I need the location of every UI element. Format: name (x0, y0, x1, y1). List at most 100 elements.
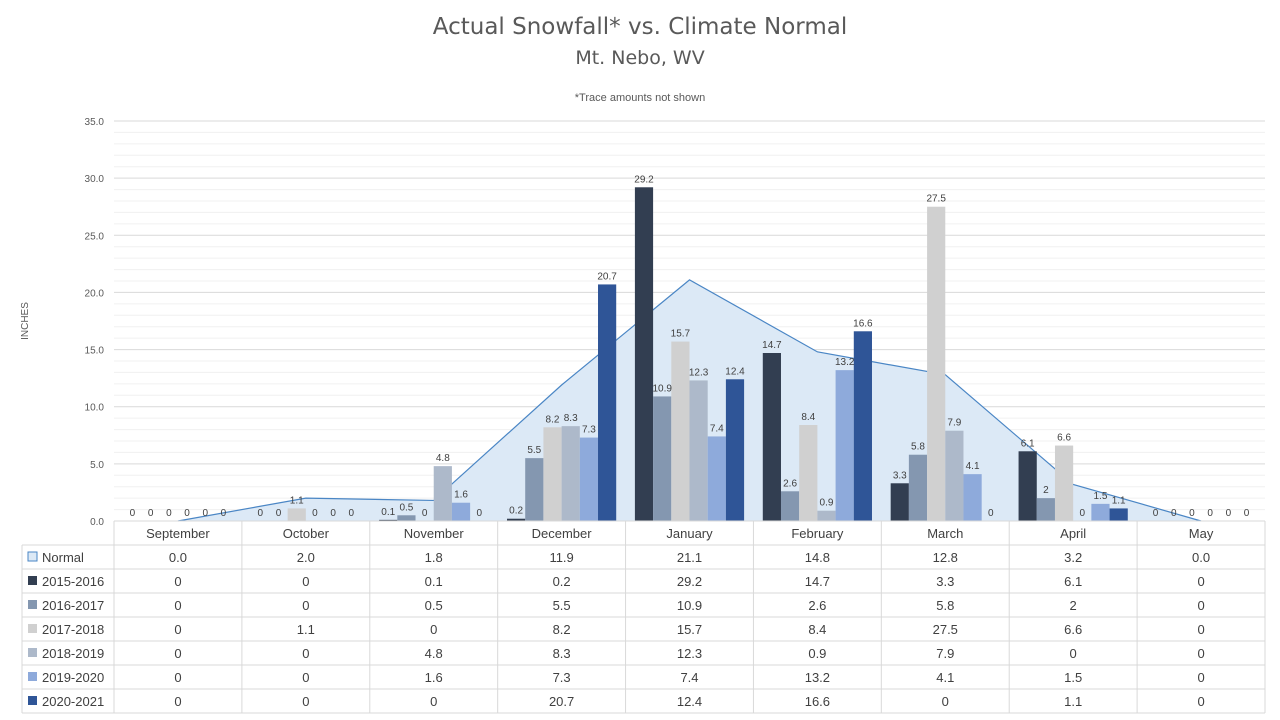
table-cell: 8.4 (808, 622, 826, 637)
data-label: 4.8 (436, 453, 450, 464)
bar (780, 491, 800, 521)
table-cell: 1.8 (425, 550, 443, 565)
category-label: February (791, 526, 844, 541)
series-name: 2020-2021 (42, 694, 104, 709)
bar (1036, 498, 1055, 521)
data-label: 2.6 (783, 478, 797, 489)
y-tick-label: 0.0 (90, 517, 104, 528)
table-cell: 2.6 (808, 598, 826, 613)
normal-area-line (177, 279, 1202, 522)
bar (671, 341, 690, 521)
bar (835, 370, 854, 521)
data-label: 0.9 (820, 498, 834, 509)
bar (397, 515, 416, 521)
chart-title: Actual Snowfall* vs. Climate Normal (433, 14, 847, 40)
table-cell: 0 (174, 646, 181, 661)
chart-subtitle: Mt. Nebo, WV (575, 47, 704, 69)
table-cell: 0 (1197, 694, 1204, 709)
table-cell: 14.8 (805, 550, 830, 565)
category-label: January (666, 526, 713, 541)
bar (451, 502, 471, 521)
bar (1109, 508, 1128, 521)
table-cell: 0 (1197, 598, 1204, 613)
table-cell: 6.1 (1064, 574, 1082, 589)
category-label: April (1060, 526, 1086, 541)
data-label: 0 (1226, 508, 1232, 519)
data-label: 0 (476, 508, 482, 519)
data-label: 0 (258, 508, 264, 519)
table-cell: 7.9 (936, 646, 954, 661)
category-label: May (1189, 526, 1214, 541)
table-cell: 0 (1197, 670, 1204, 685)
category-label: March (927, 526, 963, 541)
table-cell: 3.2 (1064, 550, 1082, 565)
table-cell: 0 (1197, 646, 1204, 661)
data-label: 0 (312, 508, 318, 519)
data-label: 0 (202, 508, 208, 519)
table-cell: 0 (302, 646, 309, 661)
table-cell: 0.0 (1192, 550, 1210, 565)
data-label: 0 (276, 508, 282, 519)
data-label: 8.4 (801, 412, 815, 423)
data-label: 8.3 (564, 413, 578, 424)
bar (908, 454, 928, 521)
table-cell: 2 (1070, 598, 1077, 613)
table-cell: 0 (1197, 622, 1204, 637)
data-label: 12.3 (689, 367, 709, 378)
data-label: 5.5 (527, 445, 541, 456)
data-label: 1.5 (1094, 491, 1108, 502)
bar (762, 353, 781, 521)
data-label: 1.1 (290, 495, 304, 506)
data-label: 3.3 (893, 470, 907, 481)
table-cell: 0 (302, 694, 309, 709)
data-label: 14.7 (762, 340, 782, 351)
bar (507, 518, 526, 521)
data-label: 0 (1079, 508, 1085, 519)
data-label: 2 (1043, 485, 1049, 496)
table-cell: 11.9 (549, 550, 573, 565)
series-name: Normal (42, 550, 84, 565)
data-label: 8.2 (546, 414, 560, 425)
table-cell: 0 (1070, 646, 1077, 661)
bar (634, 187, 654, 522)
table-cell: 13.2 (805, 670, 830, 685)
table-cell: 0.1 (425, 574, 443, 589)
data-label: 12.4 (725, 366, 745, 377)
y-tick-label: 5.0 (90, 460, 104, 471)
table-cell: 0.5 (425, 598, 443, 613)
table-cell: 7.4 (680, 670, 698, 685)
data-label: 4.1 (966, 461, 980, 472)
data-label: 20.7 (597, 271, 617, 282)
bar (725, 379, 745, 521)
table-cell: 1.1 (1064, 694, 1082, 709)
data-label: 7.4 (710, 423, 724, 434)
data-label: 0.2 (509, 506, 523, 517)
table-cell: 15.7 (677, 622, 702, 637)
bar (1091, 503, 1110, 521)
category-label: September (146, 526, 210, 541)
legend-swatch (28, 648, 37, 657)
table-cell: 16.6 (805, 694, 830, 709)
y-tick-label: 15.0 (85, 346, 105, 357)
bar (579, 437, 599, 521)
series-name: 2017-2018 (42, 622, 104, 637)
data-label: 15.7 (671, 329, 691, 340)
data-label: 0 (330, 508, 336, 519)
table-cell: 0 (174, 622, 181, 637)
data-label: 0 (166, 508, 172, 519)
data-label: 0 (422, 508, 428, 519)
data-label: 7.9 (947, 418, 961, 429)
table-cell: 21.1 (677, 550, 702, 565)
table-cell: 6.6 (1064, 622, 1082, 637)
category-label: December (532, 526, 593, 541)
table-cell: 1.1 (297, 622, 315, 637)
bar (707, 436, 726, 521)
table-cell: 10.9 (677, 598, 702, 613)
bar (817, 510, 836, 521)
data-label: 13.2 (835, 357, 855, 368)
data-label: 1.1 (1112, 495, 1126, 506)
table-cell: 14.7 (805, 574, 830, 589)
category-label: October (283, 526, 330, 541)
table-cell: 0 (1197, 574, 1204, 589)
table-cell: 0 (174, 574, 181, 589)
